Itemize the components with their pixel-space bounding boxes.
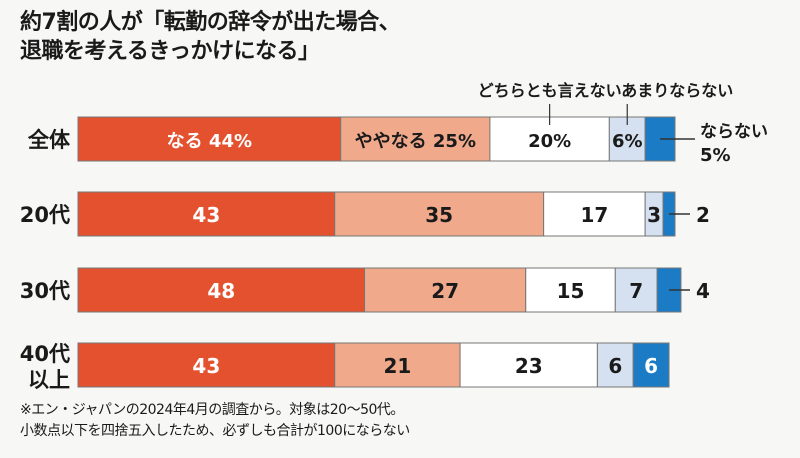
data-label: なる 44% xyxy=(167,131,252,152)
footnote-line-2: 小数点以下を四捨五入したため、必ずしも合計が100にならない xyxy=(20,423,410,439)
bar-segment-2 xyxy=(364,267,527,313)
footnote: ※エン・ジャパンの2024年4月の調査から。対象は20～50代。 小数点以下を四… xyxy=(20,400,410,442)
bar-segment-2 xyxy=(334,191,545,237)
category-label: 40代 xyxy=(20,342,70,366)
title-line-2: 退職を考えるきっかけになる」 xyxy=(20,39,320,64)
data-label: 48 xyxy=(207,279,235,303)
data-label: 35 xyxy=(425,203,453,227)
bar-segment-1 xyxy=(77,267,366,313)
bar-segment-3 xyxy=(525,267,616,313)
data-label-outside: 4 xyxy=(696,279,710,303)
bar-segment-3 xyxy=(543,191,646,237)
data-label-outside: 5% xyxy=(700,145,731,166)
bar-segment-1 xyxy=(77,191,336,237)
data-label-outside: 2 xyxy=(696,203,710,227)
bar-segment-1 xyxy=(77,342,336,388)
data-label: 6 xyxy=(608,354,622,378)
chart-title: 約7割の人が「転勤の辞令が出た場合、 退職を考えるきっかけになる」 xyxy=(20,8,401,66)
data-label: ややなる 25% xyxy=(355,131,476,152)
data-label: 20% xyxy=(528,131,571,152)
bar-segment-1 xyxy=(77,116,342,162)
title-line-1: 約7割の人が「転勤の辞令が出た場合、 xyxy=(20,10,401,35)
category-label: 以上 xyxy=(28,368,70,392)
footnote-line-1: ※エン・ジャパンの2024年4月の調査から。対象は20～50代。 xyxy=(20,402,404,418)
data-label: 21 xyxy=(383,354,411,378)
data-label: 43 xyxy=(192,203,220,227)
data-label: 43 xyxy=(192,354,220,378)
bar-segment-4 xyxy=(614,267,658,313)
bar-segment-5 xyxy=(632,342,670,388)
data-label: 3 xyxy=(647,203,661,227)
data-label: 15 xyxy=(557,279,585,303)
data-label: 6 xyxy=(644,354,658,378)
legend-label-neutral: どちらとも言えない xyxy=(478,81,622,100)
data-label: 6% xyxy=(612,131,643,152)
category-label: 全体 xyxy=(27,128,71,152)
category-label: 20代 xyxy=(20,203,70,227)
legend-label-rarely: あまりならない xyxy=(621,81,733,100)
category-label: 30代 xyxy=(20,279,70,303)
data-label: 7 xyxy=(629,279,643,303)
data-label: 17 xyxy=(580,203,608,227)
data-label: 27 xyxy=(431,279,459,303)
bar-segment-2 xyxy=(334,342,461,388)
data-label: 23 xyxy=(515,354,543,378)
bar-segment-3 xyxy=(459,342,598,388)
legend-label-not: ならない xyxy=(700,122,768,142)
